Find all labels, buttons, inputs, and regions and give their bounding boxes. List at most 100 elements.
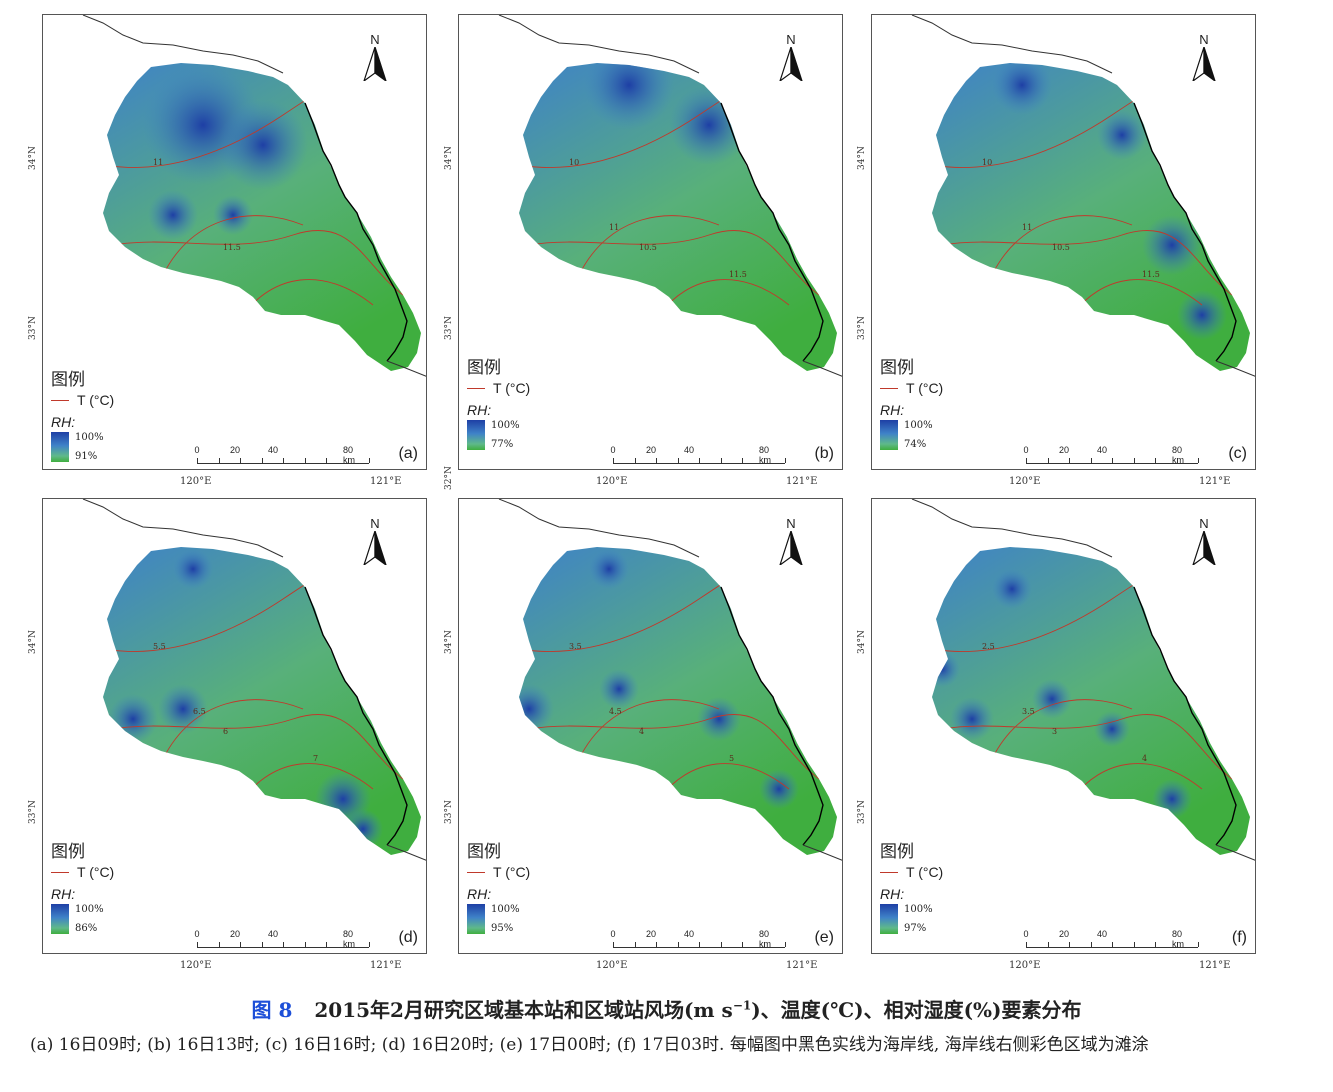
longitude-label: 121°E	[1199, 476, 1231, 487]
isotherm-value-label: 6	[223, 727, 228, 736]
north-arrow: N	[360, 517, 390, 569]
scale-label: 80 km	[343, 445, 355, 465]
scale-label: 80 km	[1172, 929, 1184, 949]
rh-gradient-swatch	[880, 904, 898, 934]
land-surface	[932, 63, 1250, 371]
scale-tick	[1176, 942, 1178, 947]
scale-tick	[742, 458, 743, 463]
isotherm-value-label: 6.5	[193, 707, 206, 716]
legend-rh-label: RH:	[51, 414, 76, 430]
scale-tick	[1026, 458, 1027, 463]
scale-tick	[1047, 458, 1049, 463]
northern-boundary-line	[82, 499, 284, 558]
northern-boundary-line	[911, 15, 1113, 74]
scale-tick	[699, 942, 700, 947]
scale-label: 20	[1058, 929, 1070, 939]
latitude-label: 34°N	[857, 146, 867, 170]
north-arrow: N	[1189, 33, 1219, 85]
rh-map: 3.5 4 4.5 5	[498, 499, 842, 861]
scale-label: 0	[610, 445, 616, 455]
high-humidity-area	[343, 809, 383, 849]
latitude-label: 34°N	[444, 146, 454, 170]
panel-label: (b)	[814, 445, 834, 462]
latitude-label: 33°N	[857, 800, 867, 824]
longitude-label: 120°E	[1009, 960, 1041, 971]
scale-tick	[656, 942, 657, 947]
isotherm-value-label: 11	[1022, 223, 1032, 232]
rh-min-label: 91%	[75, 451, 98, 462]
scale-tick	[1069, 942, 1070, 947]
panel-label: (f)	[1231, 929, 1247, 946]
southern-boundary-line	[802, 844, 842, 861]
high-humidity-area	[669, 85, 749, 165]
rh-gradient-swatch	[51, 432, 69, 462]
latitude-label: 34°N	[444, 630, 454, 654]
north-arrow-icon	[778, 46, 804, 83]
figure-subcaption: (a) 16日09时; (b) 16日13时; (c) 16日16时; (d) …	[30, 1035, 1149, 1055]
rh-min-label: 74%	[904, 439, 927, 450]
latitude-label: 33°N	[28, 316, 38, 340]
north-arrow-icon	[362, 46, 388, 83]
legend-rh-label: RH:	[467, 402, 492, 418]
panel-label: (d)	[398, 929, 418, 946]
latitude-label: 34°N	[28, 146, 38, 170]
map-legend: 图例 T (°C) RH: 100% 95%	[467, 837, 530, 934]
scale-tick	[1176, 458, 1178, 463]
rh-map: 10 10.5 11 11.5	[498, 15, 842, 377]
map-legend: 图例 T (°C) RH: 100% 86%	[51, 837, 114, 934]
north-arrow: N	[360, 33, 390, 85]
map-panel-e: 3.5 4 4.5 5 N 图例 T (°C) RH: 100% 95% 0 20 40 80…	[458, 498, 843, 954]
scale-bar: 0 20 40 80 km	[1022, 929, 1202, 949]
scale-tick	[218, 458, 220, 463]
rh-max-label: 100%	[491, 904, 520, 915]
scale-label: 40	[683, 929, 695, 939]
northern-boundary-line	[498, 499, 700, 558]
isotherm-contour	[578, 215, 720, 276]
scale-tick	[369, 458, 370, 463]
longitude-label: 120°E	[596, 476, 628, 487]
scale-tick	[785, 942, 786, 947]
scale-bar: 0 20 40 80 km	[609, 929, 789, 949]
north-label: N	[786, 516, 796, 531]
scale-label: 0	[194, 445, 200, 455]
isotherm-value-label: 4.5	[609, 707, 622, 716]
scale-tick	[613, 942, 614, 947]
map-panel-d: 5.5 6 6.5 7 N 图例 T (°C) RH: 100% 86% 0 20 40 80…	[42, 498, 427, 954]
longitude-label: 120°E	[1009, 476, 1041, 487]
scale-tick	[785, 458, 786, 463]
rh-min-label: 97%	[904, 923, 927, 934]
panel-label: (c)	[1228, 445, 1247, 462]
scale-tick	[304, 942, 306, 947]
isotherm-contour	[528, 229, 820, 296]
latitude-label: 34°N	[857, 630, 867, 654]
rh-gradient-swatch	[51, 904, 69, 934]
legend-temperature-label: T (°C)	[906, 380, 944, 396]
north-label: N	[1199, 516, 1209, 531]
scale-tick	[261, 458, 263, 463]
isotherm-contour	[941, 713, 1233, 780]
isotherm-contour	[578, 699, 720, 760]
map-legend: 图例 T (°C) RH: 100% 91%	[51, 365, 114, 462]
scale-tick	[1112, 942, 1113, 947]
land-surface	[519, 63, 837, 371]
scale-tick	[197, 942, 198, 947]
legend-temperature-label: T (°C)	[493, 864, 531, 880]
high-humidity-area	[697, 697, 741, 741]
scale-label: 20	[645, 445, 657, 455]
high-humidity-area	[158, 684, 208, 734]
scale-tick	[763, 458, 765, 463]
longitude-label: 121°E	[786, 476, 818, 487]
rh-gradient-swatch	[467, 904, 485, 934]
isotherm-line-icon	[467, 387, 485, 389]
latitude-label: 33°N	[857, 316, 867, 340]
isotherm-value-label: 3.5	[569, 642, 582, 651]
land-surface	[932, 547, 1250, 855]
isotherm-value-label: 5	[729, 754, 734, 763]
high-humidity-area	[213, 195, 253, 235]
isotherm-contour	[991, 699, 1133, 760]
scale-bar: 0 20 40 80 km	[193, 445, 373, 465]
scale-tick	[720, 458, 722, 463]
isotherm-line-icon	[880, 387, 898, 389]
scale-label: 0	[194, 929, 200, 939]
scale-label: 40	[683, 445, 695, 455]
